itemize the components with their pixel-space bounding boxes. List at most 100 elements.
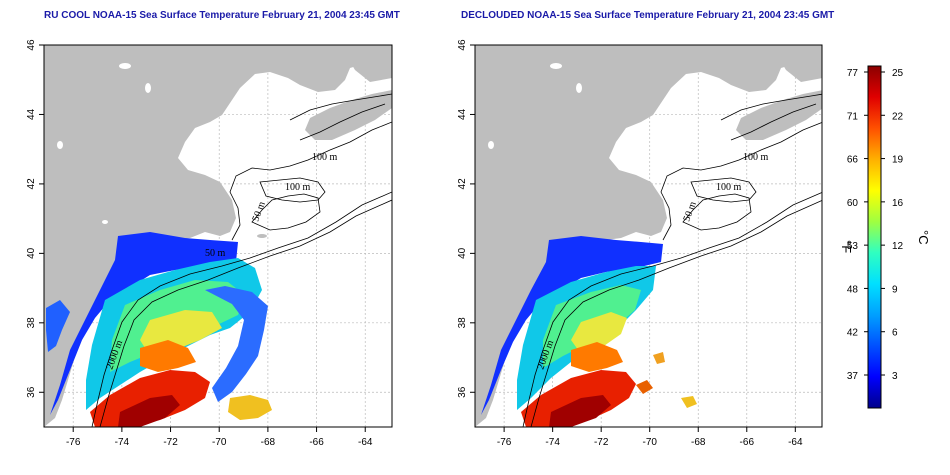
sst-gulfstream-core xyxy=(118,395,180,427)
lat-tick-label: 44 xyxy=(457,108,468,120)
contour-label: 100 m xyxy=(716,182,742,193)
colorbar-ramp xyxy=(867,65,882,409)
colorbar-f-label: 77 xyxy=(847,68,859,79)
left-land-nova-scotia xyxy=(305,90,392,140)
lon-tick-label: -72 xyxy=(594,437,609,448)
colorbar-c-label: 25 xyxy=(892,68,904,79)
colorbar-c-label: 3 xyxy=(892,371,898,382)
colorbar-c-label: 19 xyxy=(892,155,904,166)
lat-tick-label: 46 xyxy=(457,39,468,51)
sst-warm-patch xyxy=(681,396,697,408)
left-panel-title: RU COOL NOAA-15 Sea Surface Temperature … xyxy=(44,10,400,21)
sst-warm-patch xyxy=(636,380,653,394)
lake xyxy=(102,220,108,224)
sst-gulfstream-eddy xyxy=(140,340,196,372)
left-land-island xyxy=(257,234,267,238)
sst-gulfstream xyxy=(521,370,636,427)
lon-tick-label: -64 xyxy=(788,437,803,448)
colorbar-c-label: 16 xyxy=(892,198,904,209)
right-land-newfoundland xyxy=(771,45,822,82)
right-sst-field xyxy=(481,236,697,427)
right-land-mainland xyxy=(475,45,822,427)
colorbar-f-label: 60 xyxy=(847,198,859,209)
lon-tick-label: -74 xyxy=(115,437,130,448)
contour-50m-georges xyxy=(251,193,321,231)
lat-tick-label: 40 xyxy=(457,247,468,259)
right-bathymetry-contours xyxy=(522,93,822,427)
right-panel-title: DECLOUDED NOAA-15 Sea Surface Temperatur… xyxy=(461,10,835,21)
lat-tick-label: 44 xyxy=(26,108,37,120)
lat-tick-label: 38 xyxy=(26,317,37,329)
lon-tick-label: -76 xyxy=(497,437,512,448)
colorbar-f-label: 53 xyxy=(847,241,859,252)
contour-200m xyxy=(530,200,822,427)
sst-cloud-noise xyxy=(205,286,268,402)
contour-label: 100 m xyxy=(285,182,311,193)
contour-label: 50 m xyxy=(205,248,226,259)
lat-tick-label: 40 xyxy=(26,247,37,259)
lake xyxy=(57,141,63,149)
lon-tick-label: -66 xyxy=(309,437,324,448)
lat-tick-label: 38 xyxy=(457,317,468,329)
left-lakes xyxy=(57,63,151,224)
lat-tick-label: 36 xyxy=(26,386,37,398)
lake xyxy=(576,83,582,93)
lake xyxy=(488,141,494,149)
left-land-mainland xyxy=(44,45,392,427)
colorbar-f-label: 42 xyxy=(847,328,859,339)
lat-tick-label: 36 xyxy=(457,386,468,398)
lon-tick-label: -68 xyxy=(261,437,276,448)
contour-shelf-edge-north xyxy=(289,93,392,121)
colorbar-f-label: 71 xyxy=(847,111,859,122)
sst-warm-patches xyxy=(228,395,272,420)
left-axis-ticks: -76 -74 -72 -70 -68 -66 -64 36 38 40 42 44 46 xyxy=(26,39,373,448)
colorbar-f-label: 37 xyxy=(847,371,859,382)
left-sst-field xyxy=(46,232,272,427)
sst-cold-band xyxy=(50,232,238,415)
lake xyxy=(550,63,562,69)
lon-tick-label: -70 xyxy=(212,437,227,448)
right-axis-ticks: -76 -74 -72 -70 -68 -66 -64 36 38 40 42 44 46 xyxy=(457,39,803,448)
contour-50m-georges xyxy=(682,193,752,231)
contour-label: 100 m xyxy=(743,152,769,163)
lake xyxy=(119,63,131,69)
right-land-nova-scotia xyxy=(736,90,822,140)
contour-2000m xyxy=(91,191,392,427)
sst-gulfstream-eddy xyxy=(571,342,623,372)
left-bathymetry-contours xyxy=(91,93,392,427)
contour-label: 100 m xyxy=(312,152,338,163)
lat-tick-label: 46 xyxy=(26,39,37,51)
contour-200m xyxy=(99,199,392,427)
colorbar-fahrenheit-ticks: 77 71 66 60 53 48 42 37 xyxy=(847,68,868,382)
lon-tick-label: -72 xyxy=(163,437,178,448)
sst-yellow-band xyxy=(571,312,627,354)
left-land-newfoundland xyxy=(340,45,392,82)
right-lakes xyxy=(488,63,582,149)
contour-100m-shelf xyxy=(660,121,822,241)
right-map-frame xyxy=(474,44,823,428)
contour-100m-gulf-maine xyxy=(259,177,326,203)
lon-tick-label: -64 xyxy=(358,437,373,448)
lat-tick-label: 42 xyxy=(457,178,468,190)
colorbar-c-label: 12 xyxy=(892,241,904,252)
lake xyxy=(145,83,151,93)
lon-tick-label: -74 xyxy=(545,437,560,448)
contour-2000m xyxy=(522,191,822,427)
colorbar-f-label: 48 xyxy=(847,284,859,295)
lat-tick-label: 42 xyxy=(26,178,37,190)
right-map-panel: 100 m 100 m 50 m 2000 m -76 -74 -72 -70 -68-… xyxy=(457,39,823,448)
lon-tick-label: -68 xyxy=(691,437,706,448)
colorbar-c-label: 22 xyxy=(892,111,904,122)
left-map-panel: 100 m 100 m 50 m 2000 m 50 m -76 -74 -72 -7… xyxy=(26,39,393,448)
colorbar-f-label: 66 xyxy=(847,155,859,166)
lon-tick-label: -70 xyxy=(642,437,657,448)
colorbar-unit-fahrenheit: °F xyxy=(839,240,854,253)
lon-tick-label: -66 xyxy=(740,437,755,448)
sst-gulfstream-core xyxy=(549,395,611,427)
sst-warm-patch xyxy=(653,352,665,364)
contour-100m-shelf xyxy=(229,121,392,241)
colorbar: 77 71 66 60 53 48 42 37 25 22 19 16 12 9 6 3 °F °C xyxy=(839,65,931,409)
colorbar-celsius-ticks: 25 22 19 16 12 9 6 3 xyxy=(881,68,904,382)
lon-tick-label: -76 xyxy=(66,437,81,448)
